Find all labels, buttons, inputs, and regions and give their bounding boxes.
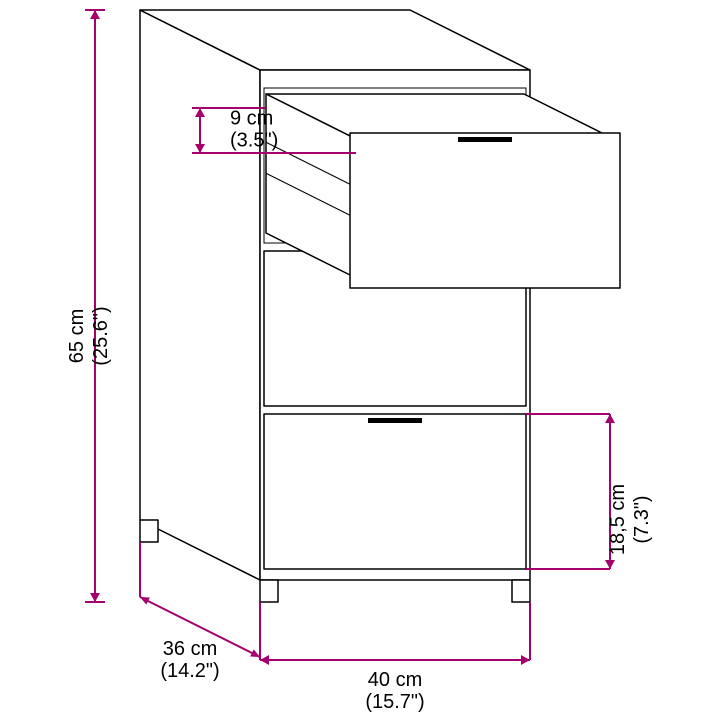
dim-drawer-cm: 18,5 cm xyxy=(607,484,629,555)
drawer-1-front xyxy=(350,133,620,288)
handle xyxy=(458,137,512,142)
dim-width-in: (15.7") xyxy=(365,691,424,713)
side-panel xyxy=(140,10,260,580)
dim-width-cm: 40 cm xyxy=(368,669,422,691)
dim-slide-cm: 9 cm xyxy=(230,108,273,130)
dim-height-in: (25.6") xyxy=(90,306,112,365)
drawer-1-open xyxy=(266,94,620,288)
dim-drawer-in: (7.3") xyxy=(631,495,653,543)
drawer-3 xyxy=(264,414,526,569)
dim-depth-in: (14.2") xyxy=(160,660,219,682)
dim-depth-cm: 36 cm xyxy=(163,638,217,660)
handle xyxy=(368,418,422,423)
dim-height-cm: 65 cm xyxy=(66,309,88,363)
dim-slide-in: (3.5") xyxy=(230,130,278,152)
